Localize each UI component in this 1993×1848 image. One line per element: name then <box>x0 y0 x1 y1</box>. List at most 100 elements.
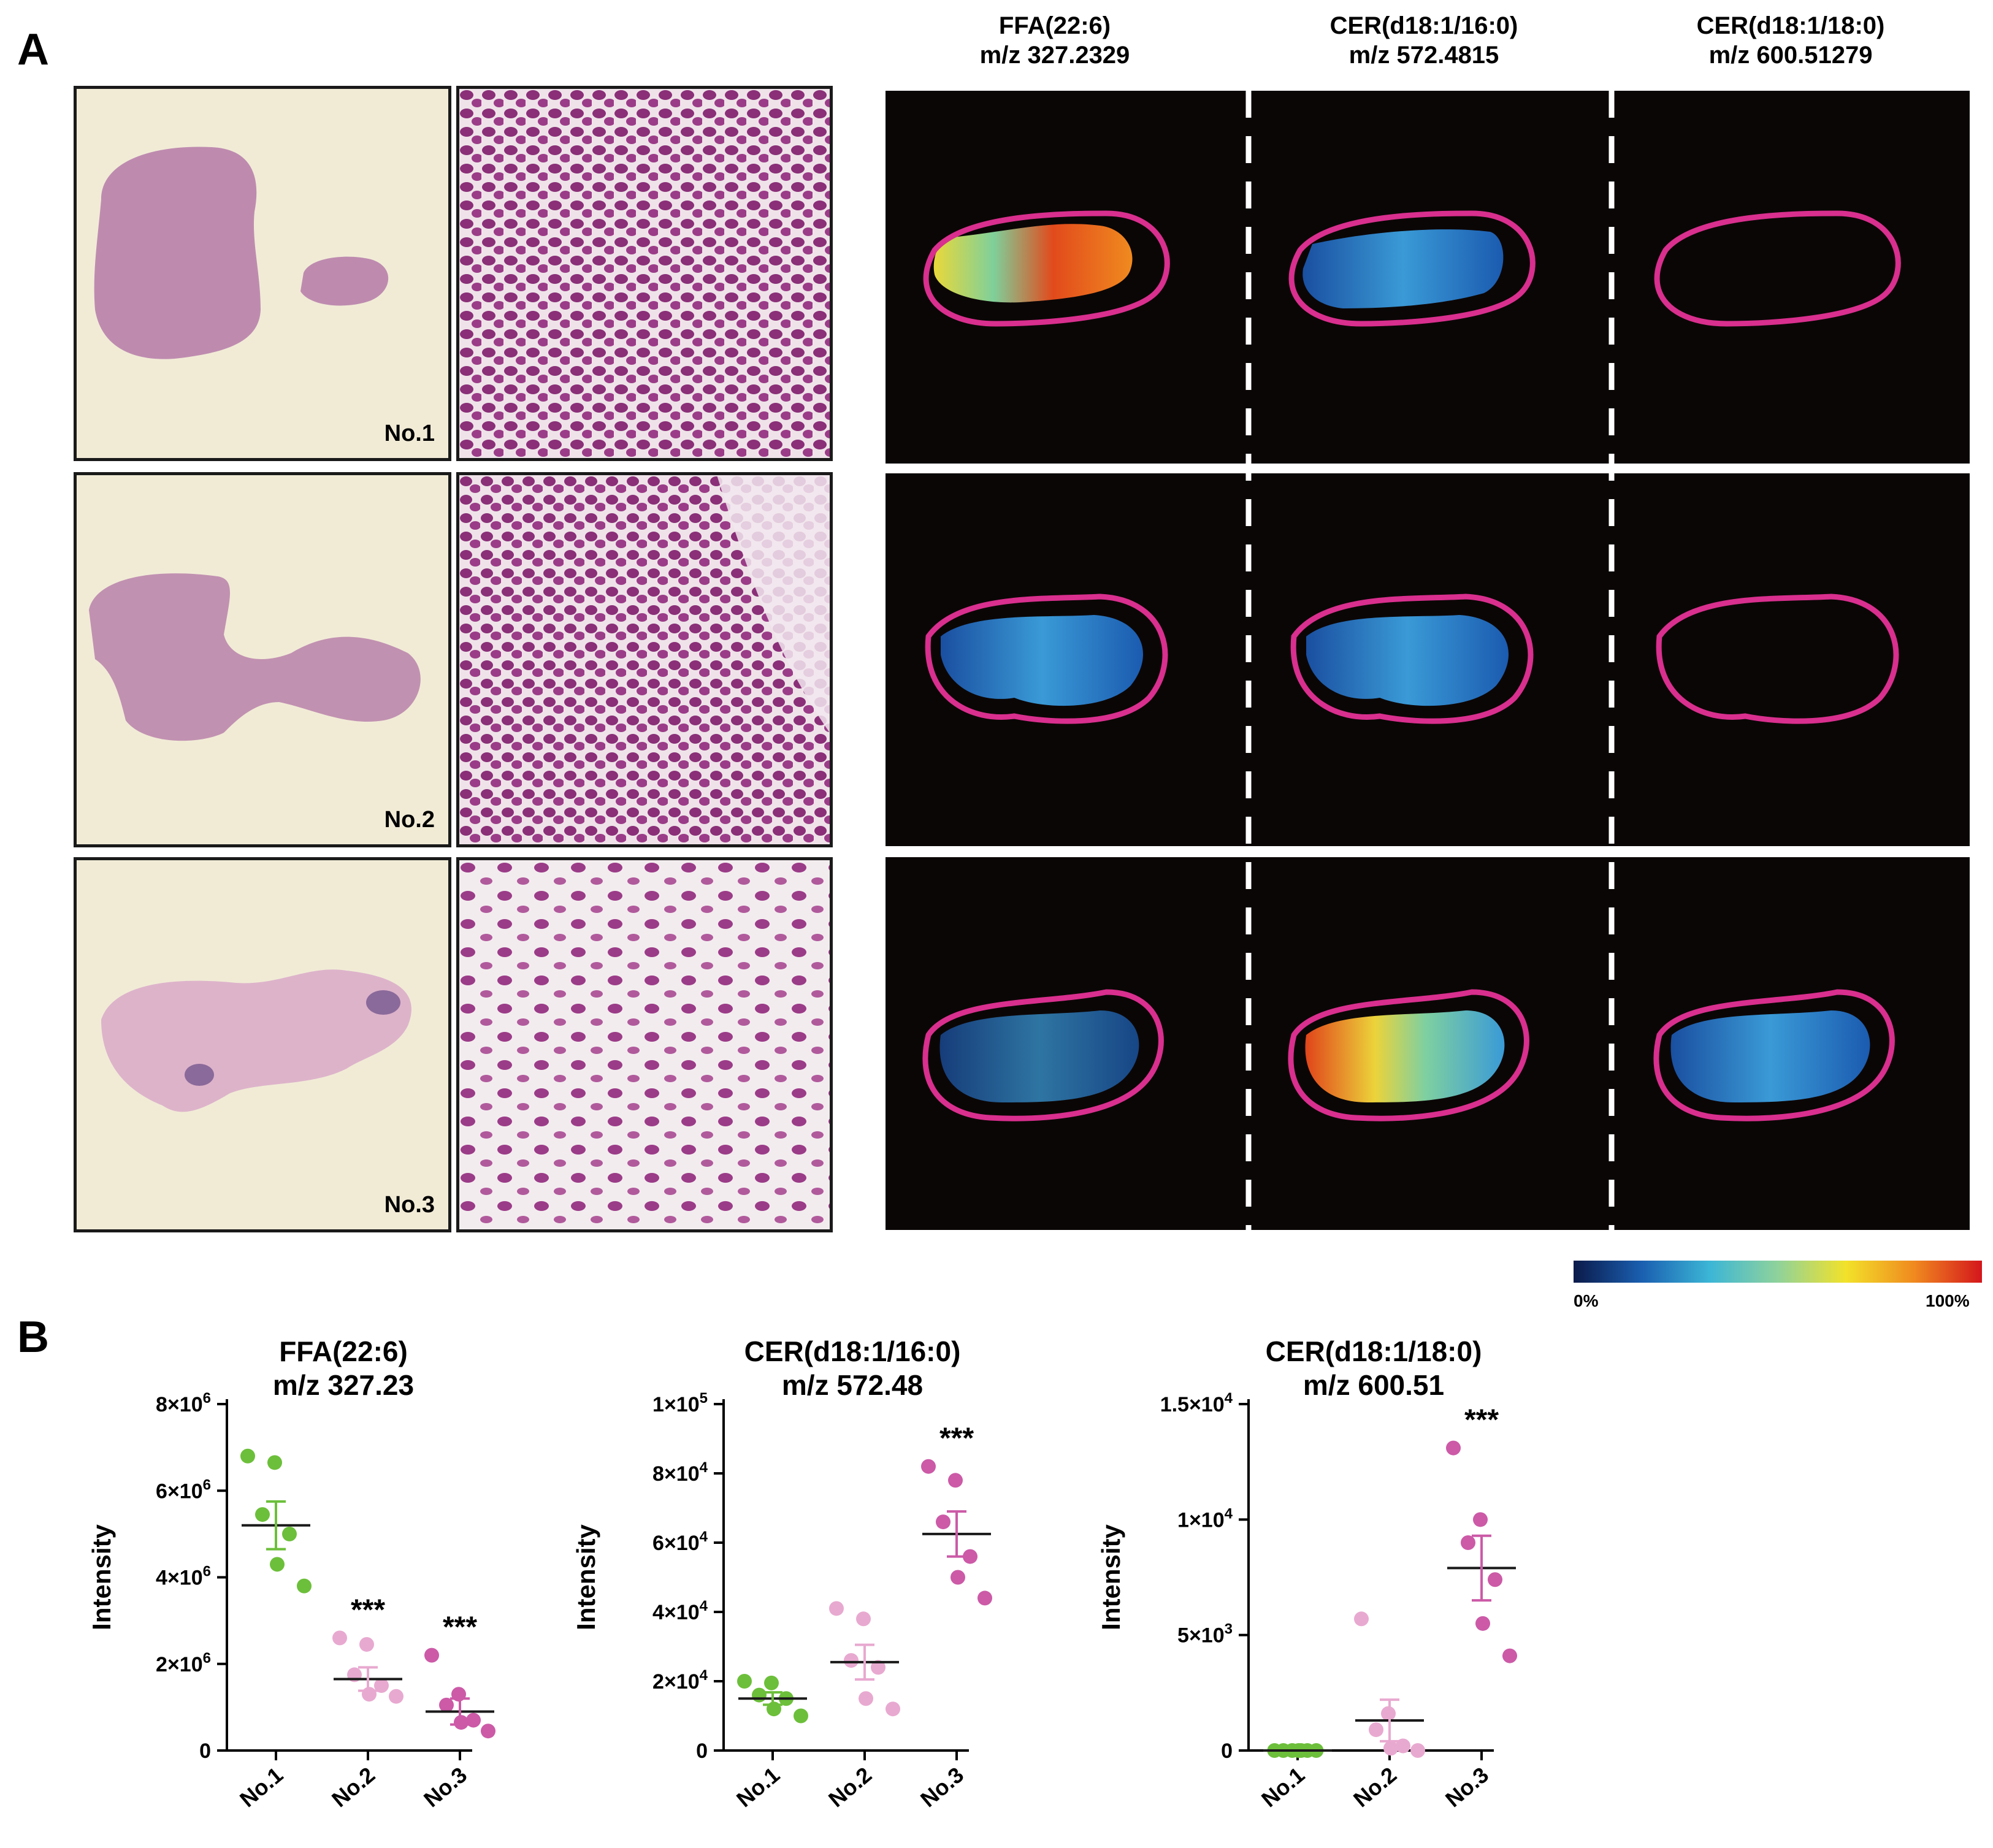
chart-ytick-label-1-3: 6×104 <box>652 1529 708 1555</box>
chart-point-0-2-2 <box>439 1697 454 1712</box>
chart-point-1-1-2 <box>844 1653 859 1668</box>
chart-ytick-label-2-1: 5×103 <box>1177 1621 1233 1648</box>
msi-no3-cer16 <box>1288 989 1529 1121</box>
he-overview-no2: No.2 <box>74 472 451 847</box>
tissue-zoom-no2 <box>459 475 830 844</box>
chart-ytick-label-2-2: 1×104 <box>1177 1505 1233 1532</box>
chart-ylabel-1: Intensity <box>572 1524 600 1630</box>
chart-point-1-2-0 <box>921 1459 936 1474</box>
chart-ylabel-2: Intensity <box>1096 1524 1125 1630</box>
chart-point-1-2-5 <box>977 1590 992 1606</box>
chart-point-1-2-4 <box>951 1570 965 1585</box>
sample-label-no1: No.1 <box>384 421 435 446</box>
he-zoom-no3 <box>456 857 833 1232</box>
chart-point-0-2-0 <box>424 1648 439 1663</box>
chart-title-2: CER(d18:1/18:0) <box>1266 1335 1482 1367</box>
he-overview-no1: No.1 <box>74 86 451 461</box>
header-cer18: CER(d18:1/18:0) m/z 600.51279 <box>1619 11 1962 70</box>
scatter-charts: FFA(22:6)m/z 327.23 Intensity 0 2×106 4×106 6… <box>87 1335 1517 1812</box>
chart-point-2-2-5 <box>1502 1648 1517 1663</box>
chart-point-1-2-2 <box>936 1514 951 1530</box>
sample-label-no3: No.3 <box>384 1192 435 1218</box>
chart-xtick-label-0-1: No.2 <box>327 1762 380 1812</box>
tissue-overview-no1 <box>94 147 389 359</box>
chart-title-0: FFA(22:6) <box>279 1335 408 1367</box>
chart-point-0-1-0 <box>332 1630 347 1646</box>
chart-ytick-label-0-1: 2×106 <box>156 1650 211 1676</box>
msi-no2-cer18 <box>1656 594 1899 724</box>
chart-ytick-label-0-0: 0 <box>199 1739 211 1763</box>
chart-subtitle-2: m/z 600.51 <box>1303 1369 1444 1401</box>
chart-ytick-label-0-3: 6×106 <box>156 1476 211 1503</box>
chart-point-1-1-3 <box>871 1660 886 1675</box>
msi-no2-ffa <box>925 594 1168 724</box>
chart-point-1-0-1 <box>764 1675 779 1690</box>
tissue-overview-no2 <box>89 573 421 741</box>
chart-point-1-2-3 <box>963 1549 977 1564</box>
tissue-zoom-no1 <box>459 89 830 458</box>
chart-ytick-label-1-5: 1×105 <box>652 1390 708 1416</box>
chart-subtitle-1: m/z 572.48 <box>782 1369 923 1401</box>
header-cer16-name: CER(d18:1/16:0) <box>1329 12 1518 39</box>
chart-point-2-1-0 <box>1354 1611 1369 1627</box>
panel-b-label: B <box>17 1313 49 1362</box>
chart-point-1-1-1 <box>856 1611 871 1627</box>
msi-images <box>886 91 1970 1230</box>
chart-ytick-label-0-4: 8×106 <box>156 1390 211 1416</box>
chart-subtitle-0: m/z 327.23 <box>273 1369 414 1401</box>
chart-point-1-1-0 <box>829 1601 844 1616</box>
msi-no1-cer18 <box>1654 210 1901 327</box>
header-cer18-mz: m/z 600.51279 <box>1708 42 1873 69</box>
msi-no2-cer16 <box>1290 594 1534 724</box>
chart-point-0-0-5 <box>297 1578 312 1594</box>
chart-xtick-label-1-0: No.1 <box>732 1762 784 1812</box>
chart-ytick-label-2-3: 1.5×104 <box>1160 1390 1233 1416</box>
chart-xtick-label-2-2: No.3 <box>1440 1762 1493 1812</box>
chart-point-0-2-5 <box>481 1724 495 1739</box>
msi-no1-cer16 <box>1288 210 1536 327</box>
msi-no3-cer18 <box>1653 989 1895 1121</box>
chart-ytick-label-1-1: 2×104 <box>652 1667 708 1693</box>
msi-no1-ffa <box>923 210 1170 327</box>
chart-xtick-label-0-0: No.1 <box>235 1762 288 1812</box>
header-cer16: CER(d18:1/16:0) m/z 572.4815 <box>1252 11 1596 70</box>
chart-point-2-2-1 <box>1473 1512 1488 1527</box>
he-overview-no3: No.3 <box>74 857 451 1232</box>
header-ffa-mz: m/z 327.2329 <box>979 42 1130 69</box>
chart-point-1-1-5 <box>886 1701 900 1717</box>
sample-label-no2: No.2 <box>384 807 435 833</box>
chart-xtick-label-1-1: No.2 <box>824 1762 876 1812</box>
chart-sig-1-2: *** <box>939 1422 974 1455</box>
chart-point-0-1-5 <box>389 1689 404 1704</box>
chart-point-1-0-2 <box>752 1687 767 1703</box>
chart-ytick-label-1-4: 8×104 <box>652 1459 708 1486</box>
chart-ytick-label-1-2: 4×104 <box>652 1598 708 1624</box>
chart-point-2-2-4 <box>1475 1616 1490 1631</box>
chart-point-1-2-1 <box>948 1473 963 1488</box>
panel-a-label: A <box>17 25 49 74</box>
header-ffa-name: FFA(22:6) <box>998 12 1111 39</box>
chart-sig-0-2: *** <box>443 1611 477 1644</box>
header-cer16-mz: m/z 572.4815 <box>1348 42 1499 69</box>
chart-ytick-label-0-2: 4×106 <box>156 1564 211 1590</box>
he-zoom-no1 <box>456 86 833 461</box>
chart-sig-2-2: *** <box>1464 1404 1499 1437</box>
colorbar-min-label: 0% <box>1574 1291 1599 1310</box>
tissue-overview-no3 <box>101 969 411 1112</box>
chart-xtick-label-1-2: No.3 <box>916 1762 968 1812</box>
chart-xtick-label-0-2: No.3 <box>419 1762 472 1812</box>
chart-point-2-2-2 <box>1461 1535 1475 1550</box>
chart-sig-0-1: *** <box>351 1594 385 1626</box>
header-ffa: FFA(22:6) m/z 327.2329 <box>883 11 1226 70</box>
chart-point-1-1-4 <box>859 1691 873 1706</box>
chart-point-0-0-0 <box>240 1448 255 1464</box>
tissue-zoom-no3 <box>459 860 830 1229</box>
chart-ylabel-0: Intensity <box>87 1524 116 1630</box>
chart-point-2-2-3 <box>1488 1572 1502 1587</box>
chart-point-1-0-5 <box>794 1708 808 1724</box>
chart-xtick-label-2-0: No.1 <box>1257 1762 1309 1812</box>
chart-xtick-label-2-1: No.2 <box>1348 1762 1401 1812</box>
chart-point-0-0-1 <box>267 1455 282 1470</box>
chart-ytick-label-1-0: 0 <box>696 1739 708 1763</box>
chart-point-1-0-0 <box>737 1674 752 1689</box>
